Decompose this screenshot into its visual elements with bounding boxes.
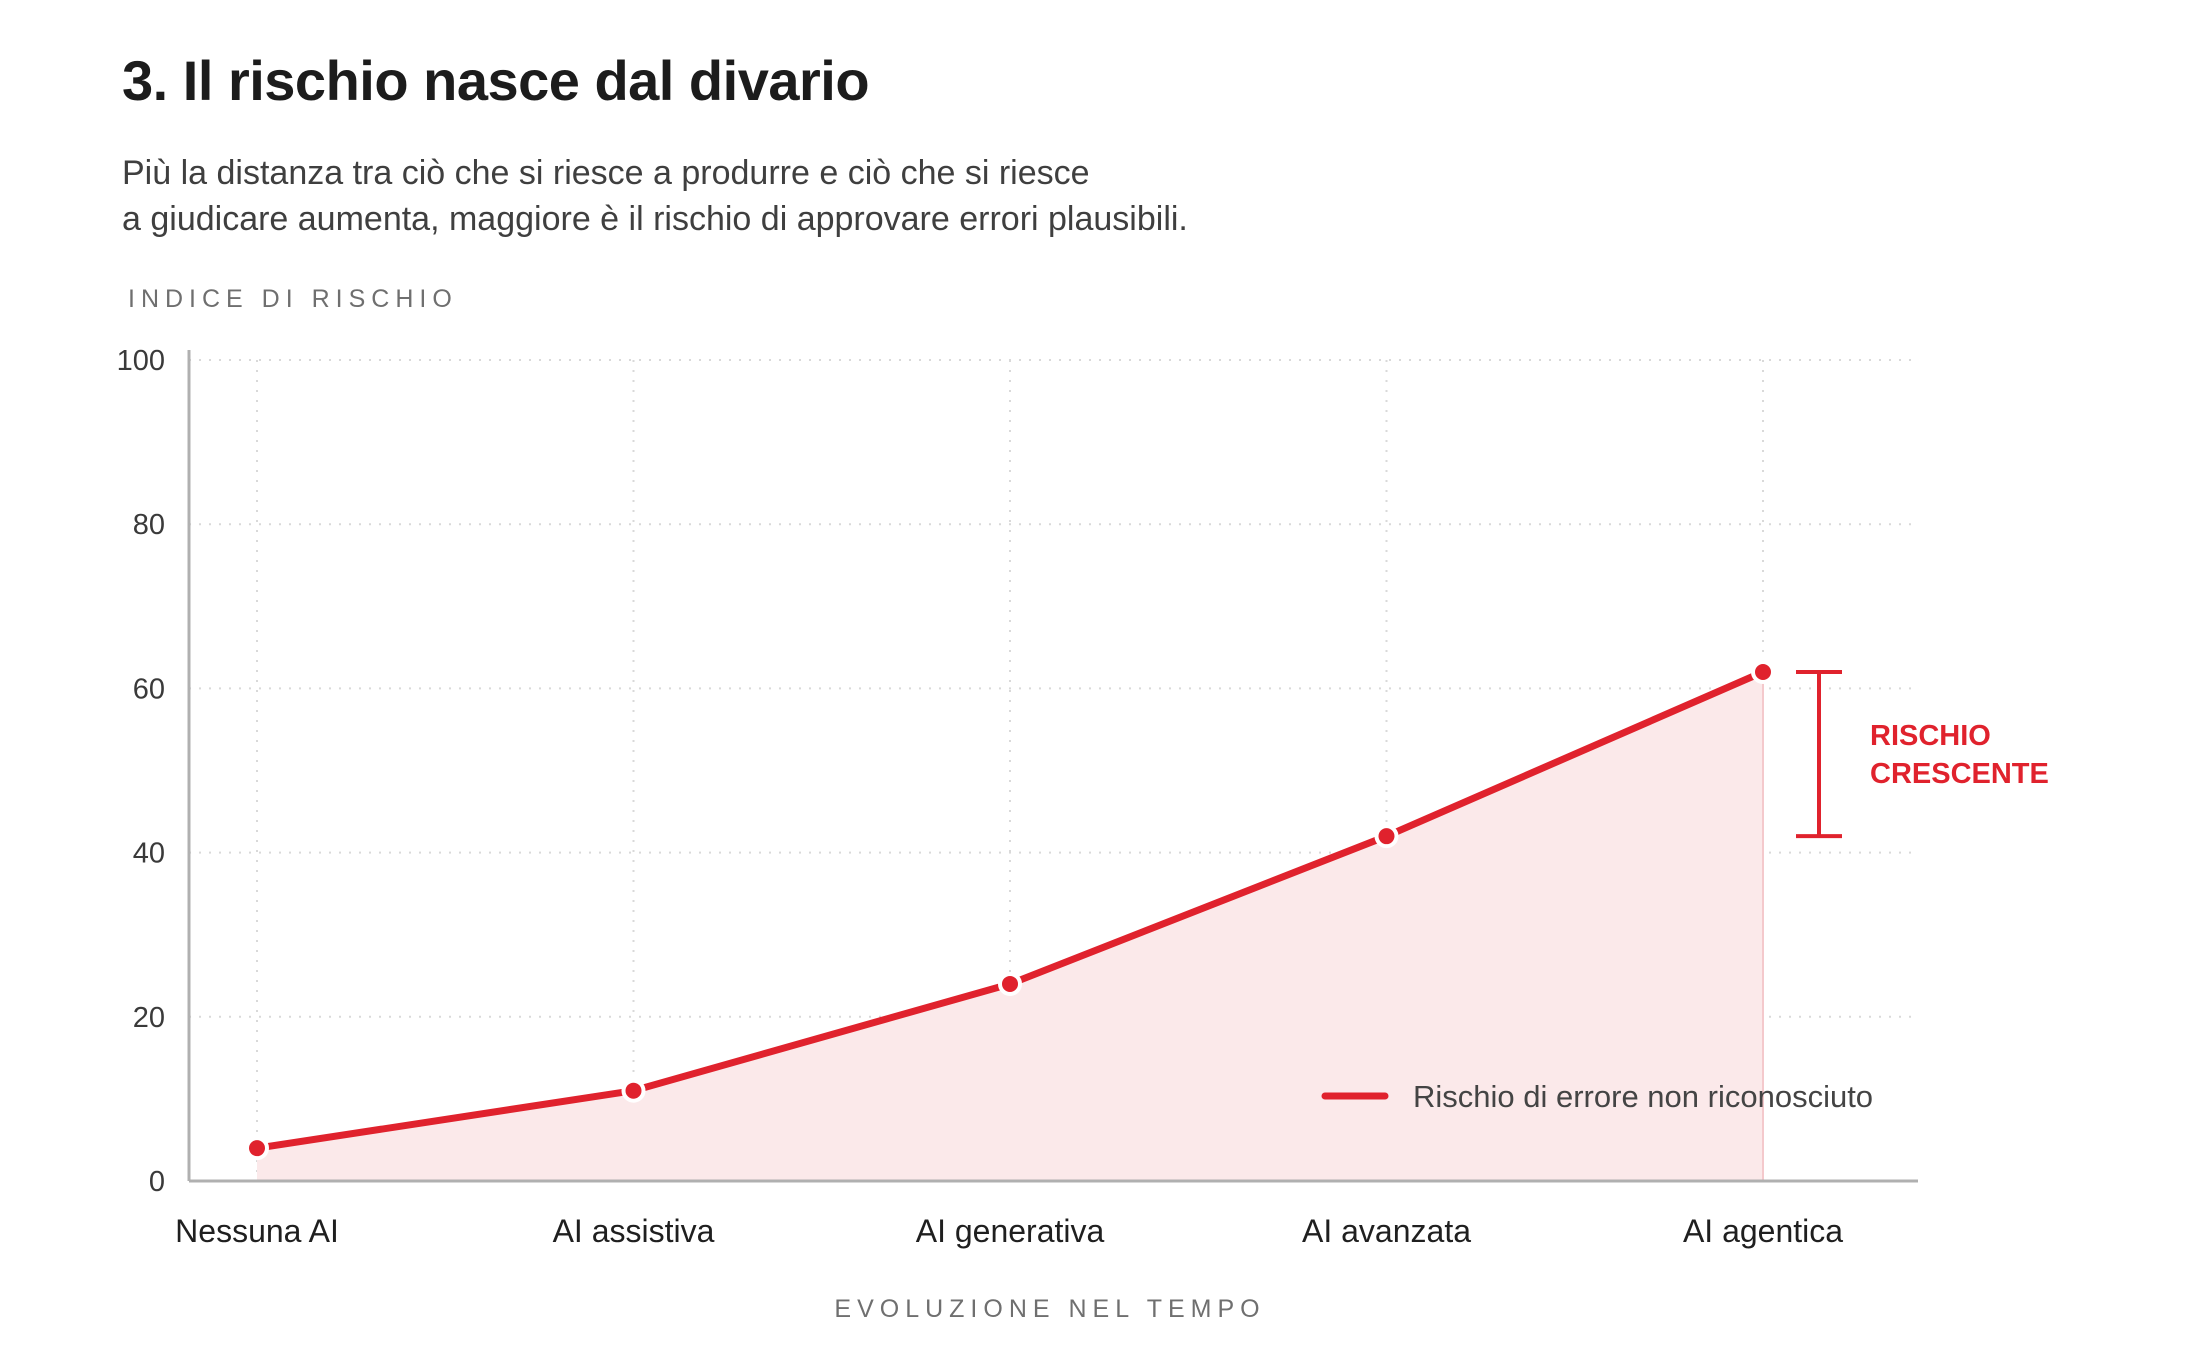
y-tick-label-20: 20 (133, 1002, 165, 1034)
x-tick-label-1: AI assistiva (553, 1213, 715, 1249)
y-axis-caption: INDICE DI RISCHIO (128, 285, 458, 313)
y-tick-label-0: 0 (149, 1166, 165, 1198)
annotation-line-1: RISCHIO (1870, 720, 1991, 752)
data-point-2 (998, 971, 1022, 996)
legend: Rischio di errore non riconosciuto (1321, 1079, 1873, 1114)
x-tick-label-2: AI generativa (916, 1213, 1105, 1249)
y-tick-label-60: 60 (133, 673, 165, 705)
y-ticks: 0 20 40 60 80 100 (117, 345, 165, 1198)
area-layer (257, 671, 1764, 1181)
y-tick-label-100: 100 (117, 345, 165, 377)
data-point-3 (1374, 824, 1399, 849)
axes (187, 350, 1918, 1183)
legend-label: Rischio di errore non riconosciuto (1413, 1079, 1873, 1114)
series-layer (245, 659, 1775, 1161)
annotation-line-2: CRESCENTE (1870, 758, 2049, 790)
data-point-1 (621, 1078, 646, 1103)
x-tick-label-4: AI agentica (1683, 1213, 1843, 1249)
risk-annotation: RISCHIO CRESCENTE (1796, 669, 2049, 839)
y-tick-label-80: 80 (133, 509, 165, 541)
x-ticks: Nessuna AI AI assistiva AI generativa AI av… (175, 1213, 1843, 1249)
x-tick-label-3: AI avanzata (1302, 1213, 1471, 1249)
subtitle-line-1: Più la distanza tra ciò che si riesce a … (122, 154, 1090, 192)
risk-area-fill (257, 671, 1763, 1181)
y-tick-label-40: 40 (133, 838, 165, 870)
x-tick-label-0: Nessuna AI (175, 1213, 339, 1249)
subtitle-line-2: a giudicare aumenta, maggiore è il risch… (122, 200, 1188, 238)
data-point-0 (245, 1136, 269, 1161)
chart-title: 3. Il rischio nasce dal divario (122, 49, 870, 112)
data-point-4 (1751, 659, 1775, 684)
x-axis-caption: EVOLUZIONE NEL TEMPO (834, 1295, 1265, 1323)
chart-subtitle: Più la distanza tra ciò che si riesce a … (122, 150, 1422, 242)
